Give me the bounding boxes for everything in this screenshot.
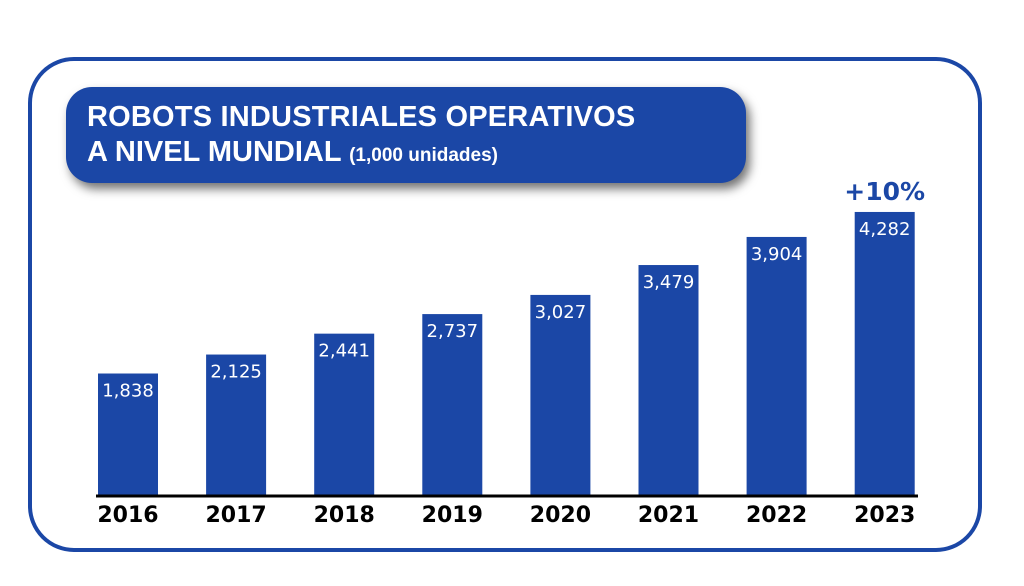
data-label-2017: 2,125 [210, 362, 262, 383]
bar-2018 [314, 333, 375, 495]
bar-2017 [206, 354, 267, 495]
bar-2022 [746, 236, 807, 495]
data-label-2020: 3,027 [535, 302, 587, 323]
x-tick-2022: 2022 [746, 503, 807, 528]
bar-2016 [98, 373, 158, 495]
data-label-2016: 1,838 [102, 381, 154, 402]
x-tick-2021: 2021 [638, 503, 699, 528]
x-tick-2019: 2019 [422, 503, 483, 528]
chart-title-line1: ROBOTS INDUSTRIALES OPERATIVOS [87, 101, 636, 133]
chart-unit: (1,000 unidades) [349, 145, 498, 166]
bar-2023 [854, 211, 915, 496]
bar-2019 [422, 314, 483, 495]
data-label-2019: 2,737 [427, 321, 479, 342]
chart-title-line2: A NIVEL MUNDIAL [87, 136, 342, 168]
growth-annotation: +10% [844, 177, 925, 206]
x-tick-2018: 2018 [314, 503, 375, 528]
x-tick-2016: 2016 [97, 503, 158, 528]
x-tick-2020: 2020 [530, 503, 591, 528]
data-label-2022: 3,904 [751, 244, 803, 265]
x-tick-2017: 2017 [205, 503, 266, 528]
chart-title-box: ROBOTS INDUSTRIALES OPERATIVOS A NIVEL M… [66, 87, 746, 183]
data-label-2021: 3,479 [643, 272, 695, 293]
x-tick-2023: 2023 [854, 503, 915, 528]
bar-2021 [638, 265, 699, 495]
data-label-2023: 4,282 [859, 219, 911, 240]
data-label-2018: 2,441 [318, 341, 370, 362]
bar-2020 [530, 294, 591, 495]
